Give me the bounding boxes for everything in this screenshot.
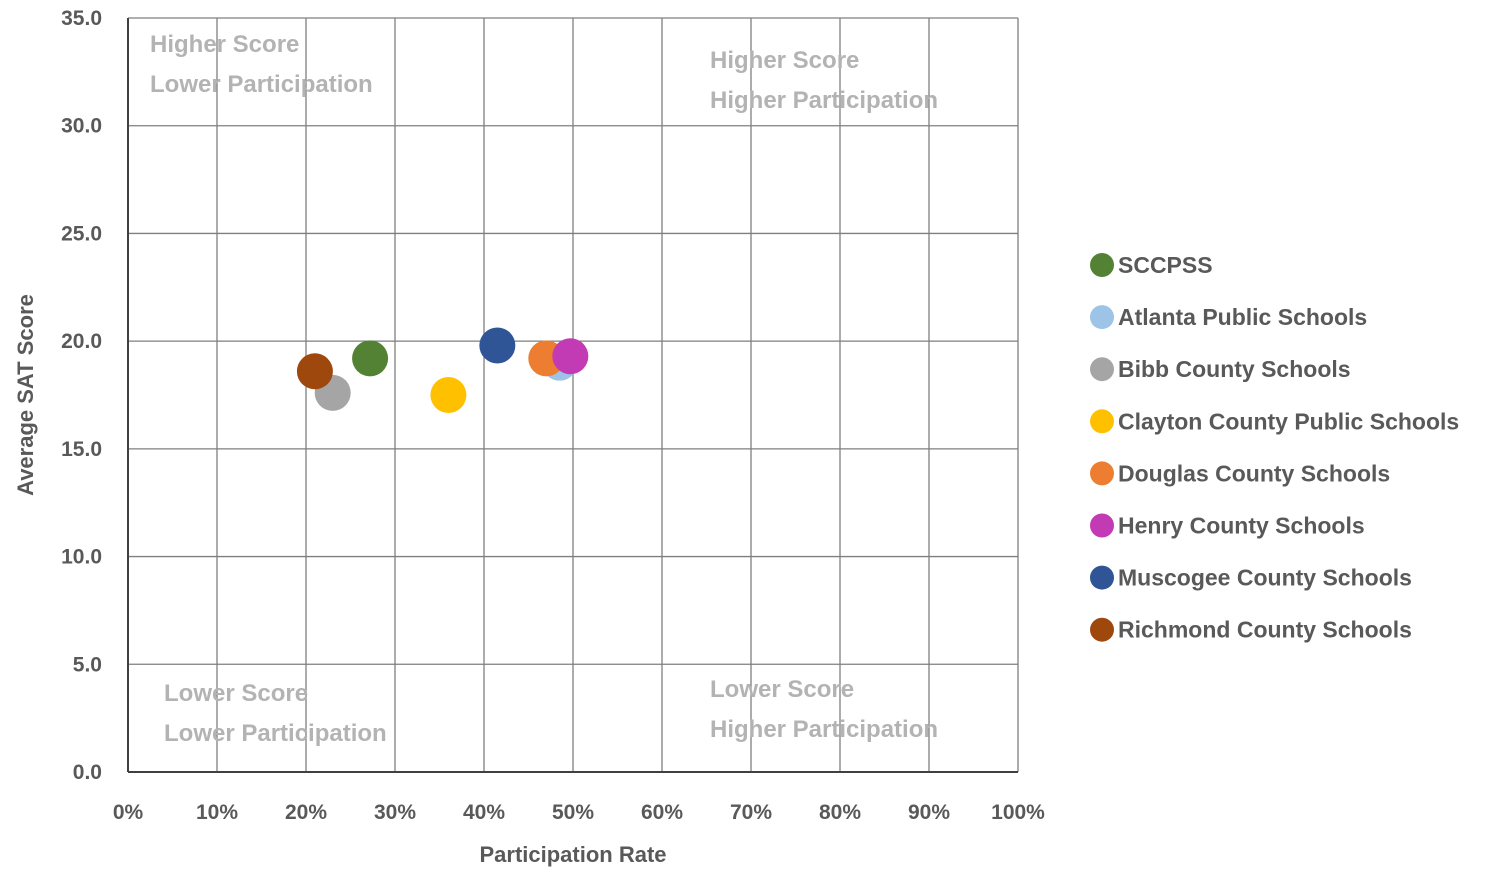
quadrant-label-top-left: Higher Score Lower Participation: [150, 31, 373, 98]
y-tick-label: 35.0: [61, 7, 102, 30]
x-tick-label: 40%: [463, 801, 505, 824]
y-tick-label: 10.0: [61, 546, 102, 569]
data-point-richmond-county-schools: [296, 353, 333, 390]
legend: SCCPSS Atlanta Public Schools Bibb County …: [1090, 252, 1459, 643]
x-tick-label: 80%: [819, 801, 861, 824]
x-tick-label: 20%: [285, 801, 327, 824]
data-point-muscogee-county-schools: [479, 327, 516, 364]
legend-marker-clayton-county-public-schools: [1090, 409, 1114, 434]
x-tick-label: 90%: [908, 801, 950, 824]
legend-marker-henry-county-schools: [1090, 513, 1114, 538]
x-tick-label: 30%: [374, 801, 416, 824]
quadrant-bottom-left-line2: Lower Participation: [164, 720, 387, 747]
y-tick-label: 5.0: [73, 653, 102, 676]
quadrant-top-left-line2: Lower Participation: [150, 71, 373, 98]
quadrant-label-top-right: Higher Score Higher Participation: [710, 47, 938, 114]
x-axis-title: Participation Rate: [479, 842, 666, 867]
legend-label-douglas-county-schools: Douglas County Schools: [1118, 460, 1390, 486]
quadrant-label-bottom-left: Lower Score Lower Participation: [164, 680, 387, 747]
legend-label-muscogee-county-schools: Muscogee County Schools: [1118, 565, 1412, 591]
quadrant-top-right-line1: Higher Score: [710, 47, 859, 74]
y-axis-title: Average SAT Score: [13, 294, 38, 496]
legend-marker-muscogee-county-schools: [1090, 565, 1114, 590]
y-tick-label: 15.0: [61, 438, 102, 461]
x-tick-label: 10%: [196, 801, 238, 824]
quadrant-label-bottom-right: Lower Score Higher Participation: [710, 676, 938, 743]
legend-marker-bibb-county-schools: [1090, 357, 1114, 382]
legend-marker-richmond-county-schools: [1090, 617, 1114, 642]
quadrant-top-right-line2: Higher Participation: [710, 87, 938, 114]
legend-label-sccpss: SCCPSS: [1118, 252, 1213, 278]
quadrant-bottom-right-line2: Higher Participation: [710, 716, 938, 743]
quadrant-bottom-right-line1: Lower Score: [710, 676, 854, 703]
y-tick-label: 30.0: [61, 115, 102, 138]
quadrant-top-left-line1: Higher Score: [150, 31, 299, 58]
data-point-clayton-county-public-schools: [430, 377, 467, 413]
y-tick-label: 25.0: [61, 222, 102, 245]
legend-label-clayton-county-public-schools: Clayton County Public Schools: [1118, 408, 1459, 434]
x-tick-label: 70%: [730, 801, 772, 824]
x-tick-labels: 0% 10% 20% 30% 40% 50% 60% 70% 80% 90% 100%: [113, 801, 1045, 824]
axes: [127, 18, 1018, 773]
legend-marker-atlanta-public-schools: [1090, 305, 1114, 330]
grid-lines: [127, 17, 1019, 773]
y-tick-label: 0.0: [73, 761, 102, 784]
y-tick-label: 20.0: [61, 330, 102, 353]
x-tick-label: 60%: [641, 801, 683, 824]
legend-marker-sccpss: [1090, 253, 1114, 277]
x-tick-label: 50%: [552, 801, 594, 824]
data-points: [296, 327, 589, 413]
x-tick-label: 100%: [991, 801, 1045, 824]
data-point-sccpss: [352, 340, 389, 377]
x-tick-label: 0%: [113, 801, 144, 824]
legend-label-atlanta-public-schools: Atlanta Public Schools: [1118, 304, 1367, 330]
data-point-henry-county-schools: [552, 338, 589, 375]
quadrant-bottom-left-line1: Lower Score: [164, 680, 308, 707]
legend-label-henry-county-schools: Henry County Schools: [1118, 513, 1365, 539]
legend-label-bibb-county-schools: Bibb County Schools: [1118, 356, 1351, 382]
y-tick-labels: 0.0 5.0 10.0 15.0 20.0 25.0 30.0 35.0: [61, 7, 102, 784]
legend-marker-douglas-county-schools: [1090, 461, 1114, 486]
legend-label-richmond-county-schools: Richmond County Schools: [1118, 617, 1412, 643]
